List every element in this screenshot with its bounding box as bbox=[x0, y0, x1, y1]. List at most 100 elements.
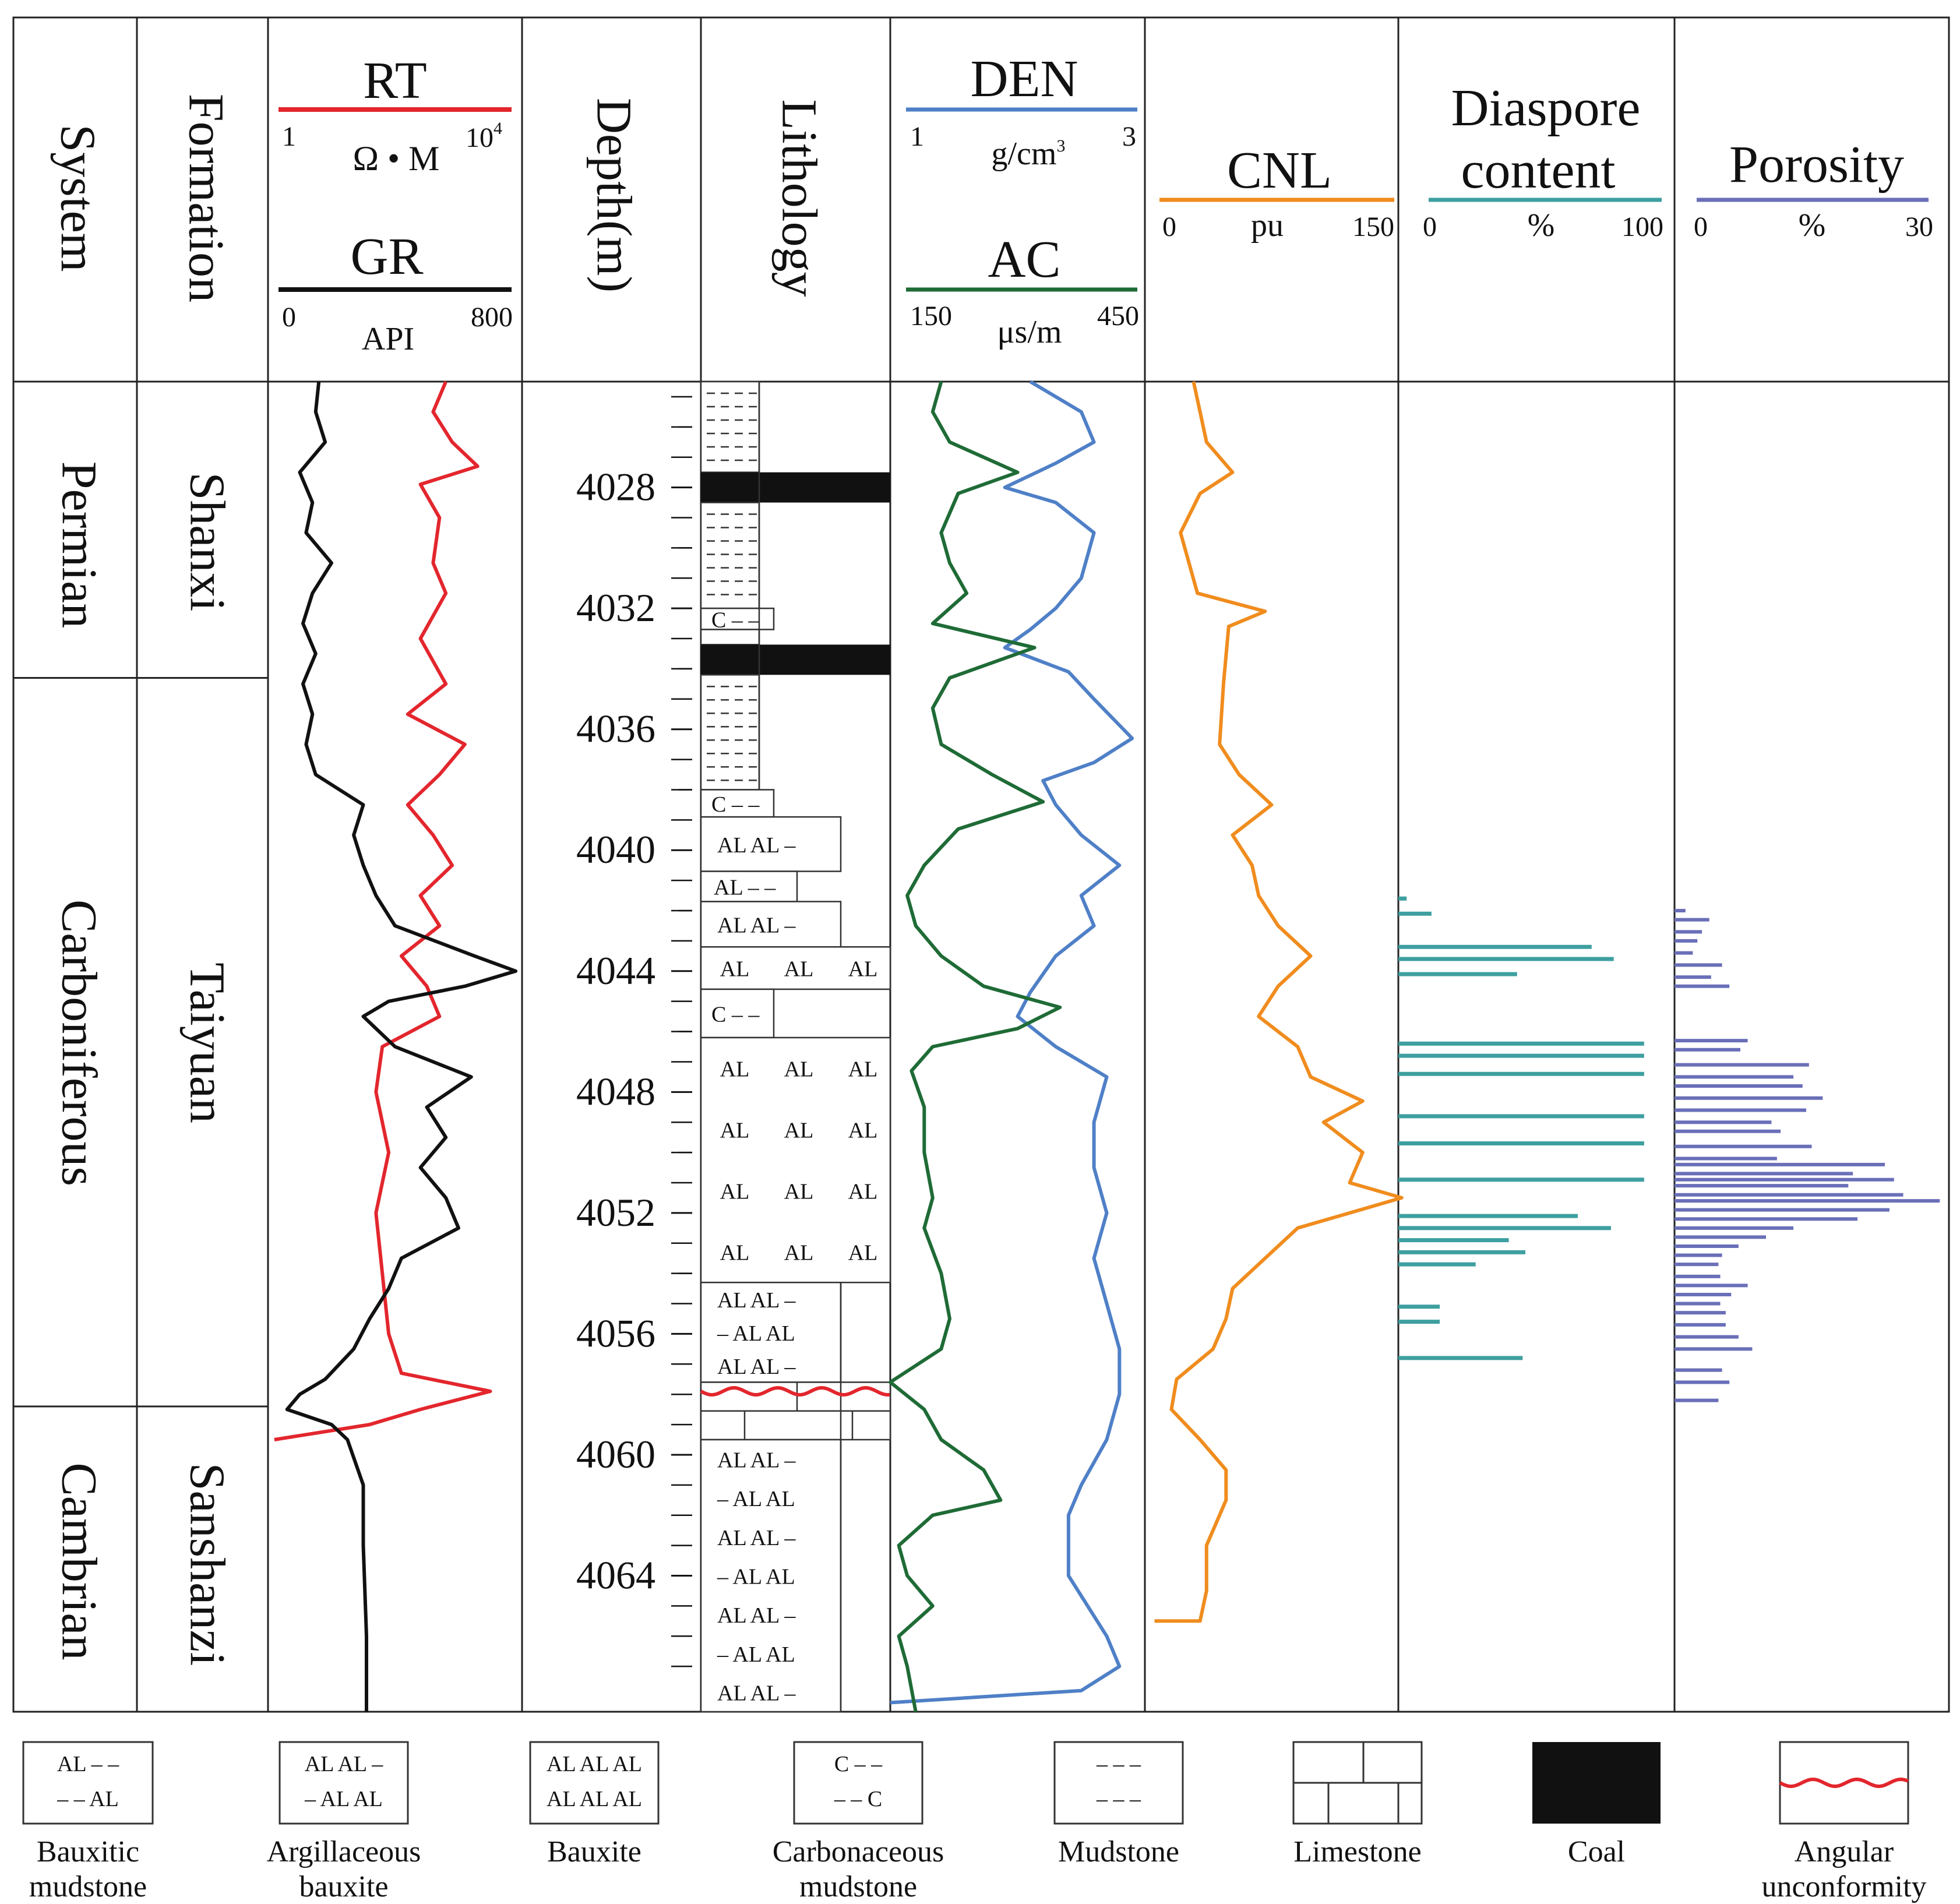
porosity-max: 30 bbox=[1905, 211, 1933, 242]
depth-label: 4028 bbox=[576, 465, 655, 509]
argillaceous-bauxite-symbol: AL AL – bbox=[717, 833, 796, 858]
lithology-interval-mudstone bbox=[700, 674, 760, 791]
mudstone-bed bbox=[700, 674, 760, 791]
rt-gr-header: RT 1 104 Ω • M GR 0 800 API bbox=[279, 52, 513, 357]
legend-symbol-row: AL – – bbox=[57, 1752, 119, 1776]
legend-label: mudstone bbox=[799, 1870, 917, 1903]
coal-swatch bbox=[1532, 1742, 1661, 1824]
bauxite-symbol: AL bbox=[848, 1241, 878, 1265]
argillaceous-bauxite-symbol: AL AL – bbox=[717, 1526, 796, 1550]
mudstone-bed bbox=[700, 629, 760, 646]
mudstone-bed bbox=[700, 502, 760, 609]
bauxite-symbol: AL bbox=[848, 1057, 878, 1081]
system-label-cambrian: Cambrian bbox=[51, 1462, 107, 1660]
argillaceous-bauxite-symbol: AL AL – bbox=[717, 913, 796, 937]
formation-label-shanxi: Shanxi bbox=[179, 473, 235, 612]
bauxite-bed bbox=[700, 946, 891, 990]
argillaceous-bauxite-bed bbox=[700, 816, 842, 872]
legend-symbol-row: – – AL bbox=[57, 1787, 119, 1811]
system-label-permian: Permian bbox=[51, 461, 107, 629]
column-grid bbox=[12, 16, 1950, 1713]
legend-label: Mudstone bbox=[1058, 1835, 1179, 1868]
curve-tracks bbox=[274, 380, 1404, 1712]
lithology-interval-limestone bbox=[700, 1381, 891, 1441]
outer-frame bbox=[12, 16, 1950, 1713]
legend-symbol-row: – – C bbox=[834, 1787, 882, 1811]
lithology-interval-argillaceous-bauxite: AL AL – – AL AL AL AL – – AL AL AL AL – – AL … bbox=[700, 1438, 842, 1713]
bauxite-bed bbox=[700, 1036, 891, 1284]
legend-symbol-row: C – – bbox=[834, 1752, 883, 1776]
bauxite-symbol: AL bbox=[720, 957, 750, 982]
diaspore-header: Diaspore content 0 % 100 bbox=[1423, 79, 1663, 244]
legend-label: unconformity bbox=[1761, 1870, 1926, 1903]
bauxite-symbol: AL bbox=[720, 1180, 750, 1204]
mudstone-bed bbox=[700, 380, 760, 473]
legend-item-mudstone: – – – – – – Mudstone bbox=[1053, 1741, 1184, 1868]
den-min: 1 bbox=[910, 121, 924, 152]
argillaceous-bauxite-symbol: AL AL – bbox=[717, 1288, 796, 1313]
argillaceous-bauxite-symbol: AL AL – bbox=[717, 1355, 796, 1379]
legend-label: Argillaceous bbox=[267, 1835, 421, 1868]
argillaceous-bauxite-bed bbox=[700, 1281, 842, 1383]
argillaceous-bauxite-symbol: – AL AL bbox=[717, 1487, 795, 1511]
system-column-title: System bbox=[50, 124, 106, 272]
system-label-carboniferous: Carboniferous bbox=[51, 900, 107, 1186]
legend-label: Bauxite bbox=[547, 1835, 641, 1868]
rt-title: RT bbox=[363, 52, 427, 110]
lithology-interval-argillaceous-bauxite: AL AL – – AL AL AL AL – bbox=[700, 1281, 842, 1383]
ac-unit: μs/m bbox=[997, 314, 1062, 350]
den-ac-header: DEN 1 3 g/cm3 AC 150 450 μs/m bbox=[906, 50, 1139, 350]
lithology-interval-argillaceous-bauxite: AL AL – bbox=[700, 816, 842, 872]
cnl-curve bbox=[1154, 381, 1404, 1623]
argillaceous-bauxite-bed bbox=[700, 1438, 842, 1713]
formation-label-sanshanzi: Sanshanzi bbox=[179, 1463, 235, 1666]
bauxite-symbol: AL bbox=[848, 1180, 878, 1204]
lithology-interval-coal bbox=[701, 644, 890, 675]
carbonaceous-symbol: C – – bbox=[711, 792, 760, 817]
depth-label: 4060 bbox=[576, 1432, 655, 1476]
legend-swatch bbox=[793, 1741, 923, 1825]
porosity-min: 0 bbox=[1694, 211, 1708, 242]
ac-title: AC bbox=[988, 231, 1060, 288]
lithology-interval-bauxite: AL AL AL AL AL AL AL AL AL AL AL AL bbox=[700, 1036, 891, 1284]
den-curve bbox=[890, 380, 1134, 1705]
rt-max: 104 bbox=[466, 119, 502, 153]
argillaceous-bauxite-symbol: AL AL – bbox=[717, 1681, 796, 1706]
legend-label: Bauxitic bbox=[37, 1835, 139, 1868]
cnl-unit: pu bbox=[1251, 207, 1284, 244]
den-max: 3 bbox=[1122, 121, 1136, 152]
lithology-interval-mudstone bbox=[700, 380, 760, 473]
depth-label: 4064 bbox=[576, 1553, 655, 1598]
legend-label: Carbonaceous bbox=[773, 1835, 944, 1868]
carbonaceous-symbol: C – – bbox=[711, 1002, 760, 1027]
legend-symbol-row: – – – bbox=[1096, 1752, 1141, 1776]
legend-swatch bbox=[279, 1741, 409, 1825]
carbonaceous-bed bbox=[700, 988, 775, 1039]
bauxite-symbol: AL bbox=[848, 957, 878, 982]
legend-label: mudstone bbox=[29, 1870, 147, 1903]
legend-symbol-row: AL AL AL bbox=[547, 1787, 642, 1811]
legend-label: bauxite bbox=[299, 1870, 388, 1903]
legend-symbol-row: – – – bbox=[1096, 1787, 1141, 1811]
coal-bed bbox=[701, 644, 890, 675]
lithology-interval-bauxitic-mudstone: AL – – bbox=[700, 870, 798, 902]
bauxite-symbol: AL bbox=[720, 1057, 750, 1081]
depth-label: 4032 bbox=[576, 586, 655, 630]
gr-min: 0 bbox=[282, 302, 296, 333]
depth-label: 4040 bbox=[576, 827, 655, 872]
bauxite-symbol: AL bbox=[784, 1057, 814, 1081]
legend-item-coal: Coal bbox=[1532, 1742, 1661, 1868]
bar-tracks bbox=[1398, 896, 1940, 1402]
unconformity-swatch-line bbox=[1779, 1777, 1909, 1788]
formation-column: Shanxi Taiyuan Sanshanzi bbox=[179, 473, 235, 1666]
gr-unit: API bbox=[362, 321, 414, 357]
lithology-interval-bauxite: AL AL AL bbox=[700, 946, 891, 990]
argillaceous-bauxite-symbol: – AL AL bbox=[717, 1642, 795, 1667]
rt-unit: Ω • M bbox=[353, 139, 440, 178]
lithology-interval-argillaceous-bauxite: AL AL – bbox=[700, 901, 842, 948]
gr-max: 800 bbox=[471, 302, 513, 333]
